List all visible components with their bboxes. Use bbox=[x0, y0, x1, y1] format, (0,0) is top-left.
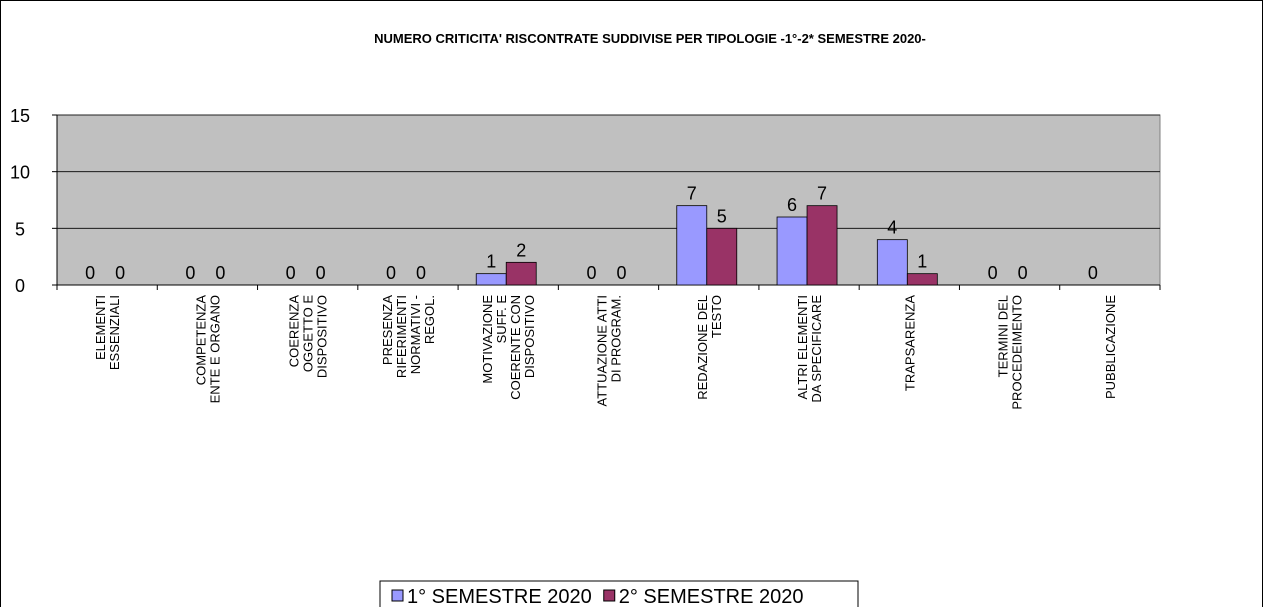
data-label: 0 bbox=[416, 263, 426, 283]
data-label: 0 bbox=[586, 263, 596, 283]
data-label: 1 bbox=[486, 252, 496, 272]
data-label: 0 bbox=[988, 263, 998, 283]
y-tick-label: 15 bbox=[10, 106, 30, 126]
x-tick-label-line: OGGETTO E bbox=[301, 295, 316, 372]
x-tick-label: TRAPSARENZA bbox=[902, 295, 917, 391]
x-tick-label-line: ESSENZIALI bbox=[107, 295, 122, 370]
x-tick-label: MOTIVAZIONESUFF. ECOERENTE CONDISPOSITIV… bbox=[480, 295, 537, 400]
x-tick-label: ALTRI ELEMENTIDA SPECIFICARE bbox=[795, 295, 824, 403]
x-tick-label-line: ENTE E ORGANO bbox=[207, 295, 222, 403]
bar bbox=[876, 239, 908, 286]
bar bbox=[475, 273, 507, 286]
x-tick-label-line: COERENTE CON bbox=[508, 295, 523, 400]
bar bbox=[806, 205, 838, 286]
x-tick-label-line: PROCEDEIMENTO bbox=[1010, 295, 1025, 410]
x-tick-label-line: RIFERIMENTI bbox=[394, 295, 409, 378]
data-label: 7 bbox=[687, 184, 697, 204]
x-tick-label-line: ATTUAZIONE ATTI bbox=[595, 295, 610, 406]
x-tick-label-line: DISPOSITIVO bbox=[315, 295, 330, 378]
legend-box bbox=[379, 580, 859, 607]
x-tick-label-line: DISPOSITIVO bbox=[522, 295, 537, 378]
x-tick-label-line: DI PROGRAM. bbox=[609, 295, 624, 382]
x-tick-label-line: COMPETENZA bbox=[193, 295, 208, 386]
data-label: 0 bbox=[185, 263, 195, 283]
x-tick-label-line: TESTO bbox=[709, 295, 724, 338]
x-tick-label-line: MOTIVAZIONE bbox=[480, 295, 495, 384]
data-label: 0 bbox=[616, 263, 626, 283]
x-tick-label-line: SUFF. E bbox=[494, 295, 509, 344]
legend-swatch bbox=[391, 589, 404, 602]
x-tick-label-line: REGOL. bbox=[422, 295, 437, 344]
bar bbox=[676, 205, 708, 286]
data-label: 2 bbox=[516, 240, 526, 260]
x-tick-label-line: COERENZA bbox=[287, 295, 302, 368]
x-tick-label-line: REDAZIONE DEL bbox=[695, 295, 710, 400]
data-label: 0 bbox=[1088, 263, 1098, 283]
x-tick-label: PRESENZARIFERIMENTINORMATIVI -REGOL. bbox=[380, 295, 437, 378]
x-tick-label-line: TERMINI DEL bbox=[996, 295, 1011, 377]
y-tick-label: 0 bbox=[15, 276, 25, 296]
legend-label: 1° SEMESTRE 2020 bbox=[407, 586, 592, 607]
plot-area bbox=[56, 114, 1161, 286]
legend-swatch bbox=[603, 589, 616, 602]
data-label: 0 bbox=[386, 263, 396, 283]
y-tick-label: 5 bbox=[15, 219, 25, 239]
bar bbox=[906, 273, 938, 286]
x-tick-label: REDAZIONE DELTESTO bbox=[695, 295, 724, 400]
x-tick-label-line: DA SPECIFICARE bbox=[809, 295, 824, 403]
x-tick-label: COMPETENZAENTE E ORGANO bbox=[193, 295, 222, 404]
x-tick-label-line: PUBBLICAZIONE bbox=[1103, 295, 1118, 399]
data-label: 0 bbox=[316, 263, 326, 283]
bar bbox=[706, 227, 738, 286]
y-tick-label: 10 bbox=[10, 163, 30, 183]
x-tick-label-line: ALTRI ELEMENTI bbox=[795, 295, 810, 400]
chart-title: NUMERO CRITICITA' RISCONTRATE SUDDIVISE … bbox=[374, 31, 926, 46]
data-label: 5 bbox=[717, 206, 727, 226]
x-tick-label-line: TRAPSARENZA bbox=[902, 295, 917, 391]
x-tick-label-line: NORMATIVI - bbox=[408, 295, 423, 374]
x-tick-label: ELEMENTIESSENZIALI bbox=[93, 295, 122, 370]
bar bbox=[505, 261, 537, 286]
data-label: 1 bbox=[917, 252, 927, 272]
x-tick-label-line: PRESENZA bbox=[380, 295, 395, 365]
x-tick-label: TERMINI DELPROCEDEIMENTO bbox=[996, 295, 1025, 410]
data-label: 0 bbox=[1018, 263, 1028, 283]
x-tick-label: ATTUAZIONE ATTIDI PROGRAM. bbox=[595, 295, 624, 406]
data-label: 0 bbox=[85, 263, 95, 283]
data-label: 7 bbox=[817, 184, 827, 204]
x-tick-label-line: ELEMENTI bbox=[93, 295, 108, 360]
bar bbox=[776, 216, 808, 286]
data-label: 0 bbox=[286, 263, 296, 283]
x-tick-label: COERENZAOGGETTO EDISPOSITIVO bbox=[287, 295, 330, 378]
x-tick-label: PUBBLICAZIONE bbox=[1103, 295, 1118, 399]
data-label: 0 bbox=[215, 263, 225, 283]
legend-label: 2° SEMESTRE 2020 bbox=[619, 586, 804, 607]
data-label: 0 bbox=[115, 263, 125, 283]
data-label: 4 bbox=[887, 218, 897, 238]
data-label: 6 bbox=[787, 195, 797, 215]
